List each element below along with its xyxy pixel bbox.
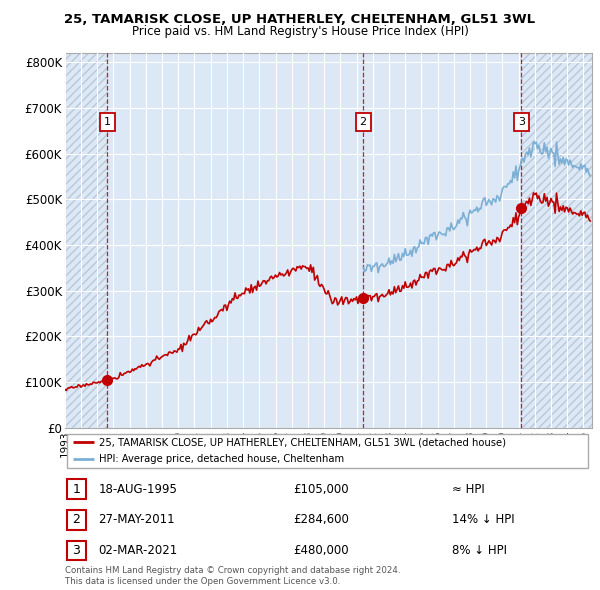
Text: £105,000: £105,000 [293,483,349,496]
Text: 3: 3 [72,544,80,557]
Bar [65,53,107,428]
Text: 1: 1 [104,117,111,127]
Text: Price paid vs. HM Land Registry's House Price Index (HPI): Price paid vs. HM Land Registry's House … [131,25,469,38]
Text: £480,000: £480,000 [293,544,349,557]
Text: £284,600: £284,600 [293,513,349,526]
Text: 8% ↓ HPI: 8% ↓ HPI [452,544,507,557]
Text: 3: 3 [518,117,525,127]
Text: 2: 2 [359,117,367,127]
FancyBboxPatch shape [67,479,86,499]
Text: 25, TAMARISK CLOSE, UP HATHERLEY, CHELTENHAM, GL51 3WL (detached house): 25, TAMARISK CLOSE, UP HATHERLEY, CHELTE… [99,437,506,447]
Text: 2: 2 [72,513,80,526]
Text: 25, TAMARISK CLOSE, UP HATHERLEY, CHELTENHAM, GL51 3WL: 25, TAMARISK CLOSE, UP HATHERLEY, CHELTE… [64,13,536,26]
Bar [521,53,592,428]
Text: 1: 1 [72,483,80,496]
Text: 27-MAY-2011: 27-MAY-2011 [98,513,175,526]
Text: HPI: Average price, detached house, Cheltenham: HPI: Average price, detached house, Chel… [99,454,344,464]
FancyBboxPatch shape [67,434,588,468]
Text: Contains HM Land Registry data © Crown copyright and database right 2024.
This d: Contains HM Land Registry data © Crown c… [65,566,400,586]
FancyBboxPatch shape [67,540,86,560]
Text: 18-AUG-1995: 18-AUG-1995 [98,483,178,496]
Text: 02-MAR-2021: 02-MAR-2021 [98,544,178,557]
FancyBboxPatch shape [67,510,86,530]
Text: 14% ↓ HPI: 14% ↓ HPI [452,513,515,526]
Text: ≈ HPI: ≈ HPI [452,483,485,496]
